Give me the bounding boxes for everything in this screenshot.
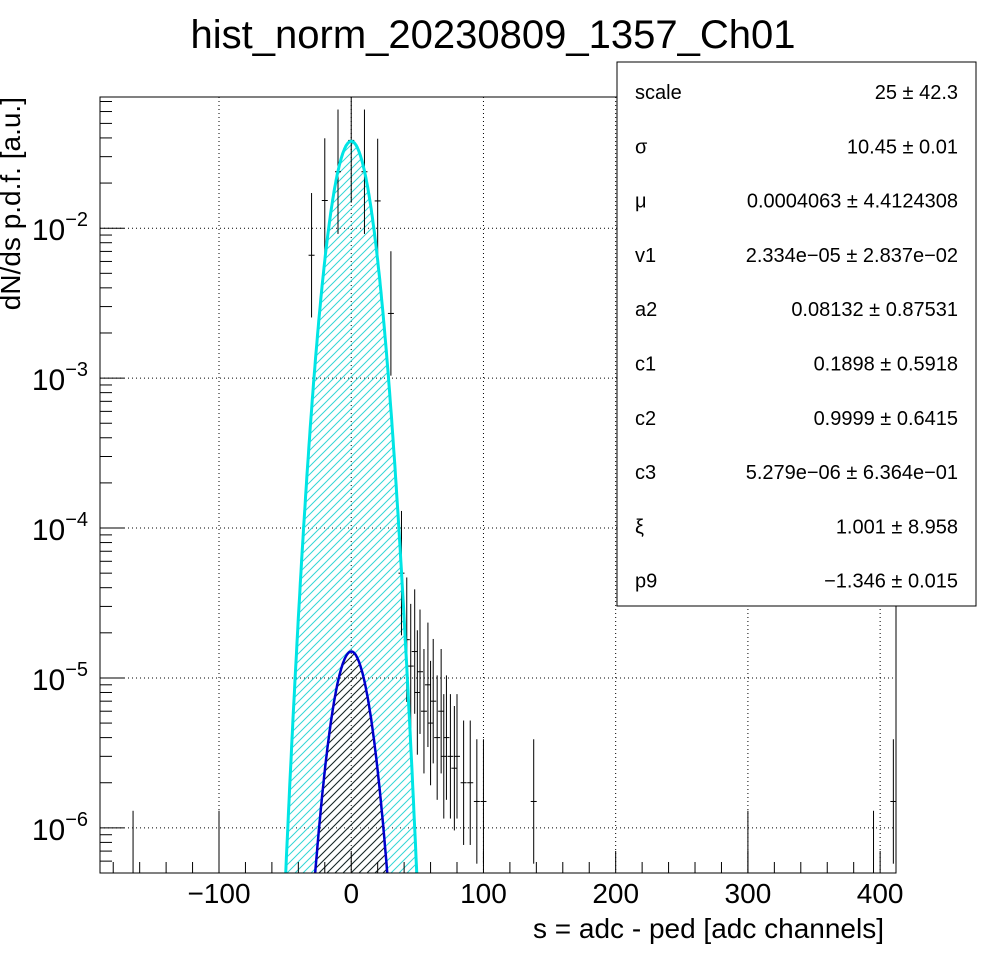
y-tick-label: 10−5 [32, 659, 88, 697]
y-tick-exponent: −4 [65, 509, 88, 531]
stats-param-name: p9 [635, 571, 657, 593]
total-fit-curve [284, 139, 419, 873]
y-tick-base: 10 [32, 364, 65, 397]
x-tick-label: −100 [187, 878, 250, 909]
y-tick-label: 10−6 [32, 809, 88, 847]
stats-param-name: scale [635, 82, 682, 104]
y-tick-exponent: −3 [65, 359, 88, 381]
chart-title: hist_norm_20230809_1357_Ch01 [191, 13, 796, 57]
y-tick-label: 10−2 [32, 209, 88, 247]
stats-param-value: 0.0004063 ± 4.4124308 [747, 191, 958, 213]
stats-box-frame [616, 61, 977, 607]
y-tick-exponent: −5 [65, 659, 88, 681]
stats-param-value: 0.08132 ± 0.87531 [791, 299, 958, 321]
stats-param-name: a2 [635, 299, 657, 321]
stats-param-name: ξ [635, 516, 644, 538]
x-axis-label: s = adc - ped [adc channels] [533, 913, 884, 944]
x-tick-label: 0 [343, 878, 359, 909]
x-tick-label: 300 [725, 878, 772, 909]
stats-param-value: 0.1898 ± 0.5918 [814, 354, 958, 376]
stats-param-name: σ [635, 136, 648, 158]
stats-param-name: μ [635, 191, 647, 213]
x-tick-label: 400 [857, 878, 904, 909]
stats-param-value: −1.346 ± 0.015 [824, 571, 958, 593]
stats-param-value: 25 ± 42.3 [875, 82, 958, 104]
x-tick-label: 100 [460, 878, 507, 909]
stats-param-name: v1 [635, 245, 656, 267]
y-tick-label: 10−4 [32, 509, 88, 547]
secondary-component-curve [313, 650, 389, 873]
x-tick-label: 200 [592, 878, 639, 909]
stats-param-value: 0.9999 ± 0.6415 [814, 408, 958, 430]
stats-param-name: c2 [635, 408, 656, 430]
y-tick-exponent: −2 [65, 209, 88, 231]
y-tick-exponent: −6 [65, 809, 88, 831]
stats-param-value: 10.45 ± 0.01 [847, 136, 958, 158]
y-tick-base: 10 [32, 664, 65, 697]
stats-param-name: c1 [635, 354, 656, 376]
y-axis-label: dN/ds p.d.f. [a.u.] [0, 97, 26, 310]
stats-param-value: 1.001 ± 8.958 [836, 516, 958, 538]
plot-area [130, 97, 896, 873]
y-tick-base: 10 [32, 514, 65, 547]
stats-param-name: c3 [635, 462, 656, 484]
stats-param-value: 2.334e−05 ± 2.837e−02 [746, 245, 958, 267]
y-tick-base: 10 [32, 814, 65, 847]
stats-param-value: 5.279e−06 ± 6.364e−01 [746, 462, 958, 484]
y-tick-label: 10−3 [32, 359, 88, 397]
y-tick-base: 10 [32, 214, 65, 247]
stats-box: scale 25 ± 42.3 σ 10.45 ± 0.01 μ 0.0004063 ± … [616, 61, 977, 607]
